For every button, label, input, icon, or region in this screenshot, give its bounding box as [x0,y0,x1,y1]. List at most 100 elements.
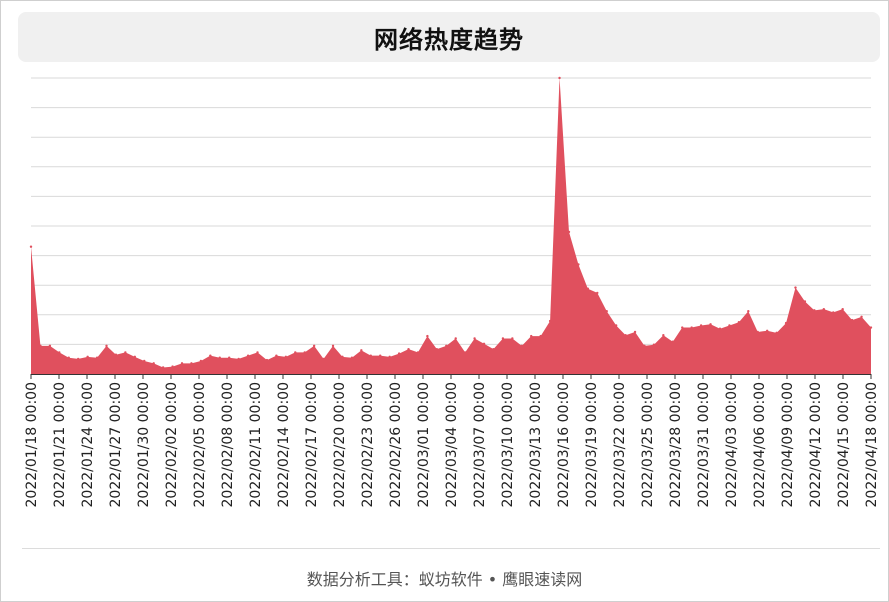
data-point [633,330,637,334]
data-point [482,342,486,346]
data-point [860,315,863,319]
data-point [331,344,335,348]
data-point [784,321,788,325]
x-tick-label: 2022/03/04 00:00 [444,382,460,508]
data-point [312,344,316,348]
data-point [699,324,703,327]
data-point [794,286,797,289]
data-point [709,323,712,326]
data-point [501,337,505,340]
data-point [284,355,288,359]
x-tick-label: 2022/03/13 00:00 [528,382,544,508]
x-tick-label: 2022/04/18 00:00 [864,382,880,508]
chart-title-bar: 网络热度趋势 [18,12,880,62]
data-point [114,353,118,356]
data-point [718,327,722,330]
x-tick-label: 2022/03/01 00:00 [416,382,432,508]
x-tick-label: 2022/03/19 00:00 [584,382,600,508]
data-point [416,351,420,354]
data-point [397,352,401,355]
data-point [39,344,42,348]
data-point [161,366,165,369]
x-tick-label: 2022/02/23 00:00 [360,382,376,508]
data-point [275,354,278,357]
data-point [643,344,646,348]
data-point [143,359,146,363]
data-point [48,344,52,348]
x-tick-label: 2022/01/30 00:00 [136,382,152,508]
data-point [511,337,514,340]
data-point [813,309,816,312]
data-point [341,355,344,359]
x-tick-label: 2022/01/24 00:00 [80,382,96,508]
data-point [850,318,854,322]
data-point [652,343,656,346]
data-point [133,355,137,359]
data-point [237,357,240,361]
data-point [869,326,873,329]
data-point [492,347,495,351]
chart-title: 网络热度趋势 [374,25,524,54]
x-tick-label: 2022/04/15 00:00 [836,382,852,508]
area-series [31,78,871,374]
data-point [256,351,259,354]
data-point [350,356,354,359]
data-point [832,311,835,314]
data-point [435,347,439,351]
data-point [596,291,599,295]
data-point [379,354,382,357]
data-point [294,351,297,354]
data-point [605,310,608,313]
data-point [530,334,533,338]
x-tick-label: 2022/02/08 00:00 [220,382,236,508]
data-point [681,326,684,329]
x-tick-label: 2022/04/03 00:00 [724,382,740,508]
data-point [171,365,174,368]
x-tick-label: 2022/01/18 00:00 [24,382,40,508]
data-point [426,334,429,338]
data-point [265,358,269,362]
data-point [124,351,127,354]
x-tick-label: 2022/03/16 00:00 [556,382,572,508]
data-point [463,351,467,354]
data-point [473,337,476,340]
data-point [360,349,363,352]
data-point [209,354,212,357]
x-tick-label: 2022/04/09 00:00 [780,382,796,508]
data-point [662,334,665,337]
x-tick-label: 2022/02/20 00:00 [332,382,348,508]
data-point [737,321,741,324]
data-point [803,300,807,303]
data-point [728,324,731,327]
data-point [567,230,571,234]
data-point [180,362,184,365]
data-point [190,362,193,365]
data-point [577,263,580,266]
data-point [322,357,325,361]
data-point [369,354,372,357]
data-point [756,330,759,334]
x-tick-label: 2022/03/31 00:00 [696,382,712,508]
x-tick-label: 2022/02/02 00:00 [164,382,180,508]
data-point [246,354,250,357]
data-point [445,344,448,348]
x-tick-label: 2022/03/07 00:00 [472,382,488,508]
data-point [105,344,108,348]
data-point [614,324,618,327]
data-point [86,355,89,359]
data-point [548,319,552,323]
data-point [95,356,99,359]
x-tick-label: 2022/03/25 00:00 [640,382,656,508]
data-point [520,344,523,348]
x-tick-label: 2022/03/10 00:00 [500,382,516,508]
data-point [58,351,61,354]
data-point [388,355,391,359]
data-point [303,351,306,354]
x-tick-label: 2022/02/26 00:00 [388,382,404,508]
x-tick-label: 2022/02/14 00:00 [276,382,292,508]
footer-divider [22,548,880,549]
x-tick-label: 2022/01/21 00:00 [52,382,68,508]
data-point [407,347,410,351]
